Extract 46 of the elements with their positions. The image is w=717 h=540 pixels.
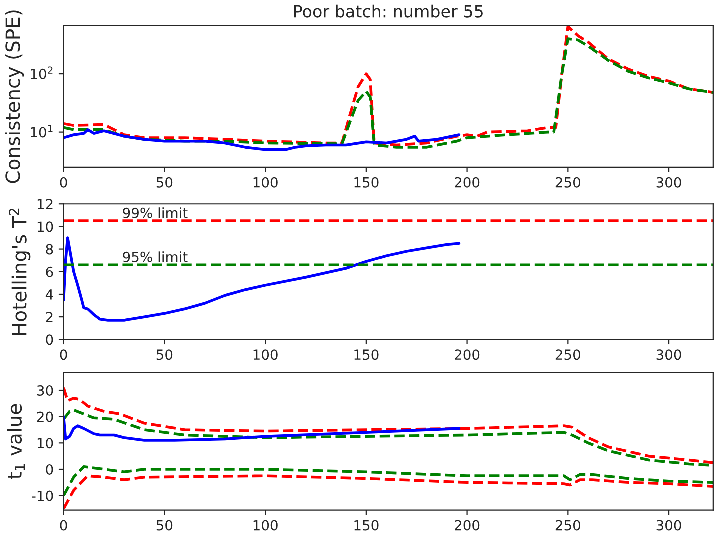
- x-tick-label: 100: [254, 177, 278, 188]
- x-tick-label: 200: [455, 350, 480, 360]
- x-tick-label: 300: [656, 520, 682, 531]
- y-tick-label: 10$^{2}$: [31, 66, 53, 80]
- x-tick-label: 100: [254, 350, 278, 360]
- x-tick-label: 150: [354, 177, 379, 188]
- y-tick-label: 8: [46, 244, 54, 255]
- y-axis-title: Consistency (SPE): [5, 10, 24, 184]
- y-tick-label: 10: [38, 438, 54, 449]
- line-series: [64, 236, 461, 322]
- x-tick-label: 200: [455, 520, 480, 531]
- y-tick-label: 12: [38, 199, 53, 210]
- y-tick-label: -10: [32, 490, 54, 502]
- y-axis-title: Hotelling's T$^{2}$: [9, 208, 31, 336]
- x-tick-label: 300: [656, 350, 682, 360]
- y-tick-label: 0: [46, 464, 54, 475]
- x-tick-label: 300: [656, 177, 682, 188]
- line-series: [64, 415, 461, 442]
- y-tick-label: 0: [46, 334, 54, 346]
- y-tick-label: 6: [46, 266, 54, 278]
- chart-title: Poor batch: number 55: [294, 4, 483, 18]
- y-axis-title: t$_{1}$ value: [7, 404, 25, 480]
- x-tick-label: 250: [556, 350, 580, 360]
- x-tick-label: 0: [60, 520, 68, 531]
- x-tick-label: 250: [556, 177, 580, 188]
- x-tick-label: 0: [60, 177, 68, 188]
- line-series: [64, 465, 714, 498]
- x-tick-label: 150: [354, 520, 379, 531]
- y-tick-label: 20: [37, 412, 54, 422]
- x-tick-label: 50: [156, 177, 173, 188]
- x-tick-label: 150: [354, 350, 379, 360]
- ref-line-label: 99% limit: [123, 208, 188, 218]
- ref-line-label: 95% limit: [123, 252, 188, 262]
- x-tick-label: 0: [60, 350, 68, 360]
- x-tick-label: 50: [156, 350, 173, 360]
- y-tick-label: 30: [37, 385, 54, 396]
- x-tick-label: 50: [156, 520, 173, 531]
- x-tick-label: 200: [455, 177, 480, 188]
- x-tick-label: 100: [254, 520, 278, 531]
- y-tick-label: 4: [46, 290, 54, 300]
- y-tick-label: 2: [46, 312, 53, 322]
- line-series: [64, 128, 461, 152]
- x-tick-label: 250: [556, 520, 580, 531]
- line-series: [64, 386, 714, 464]
- y-tick-label: 10$^{1}$: [31, 125, 53, 138]
- y-tick-label: 10: [38, 222, 54, 232]
